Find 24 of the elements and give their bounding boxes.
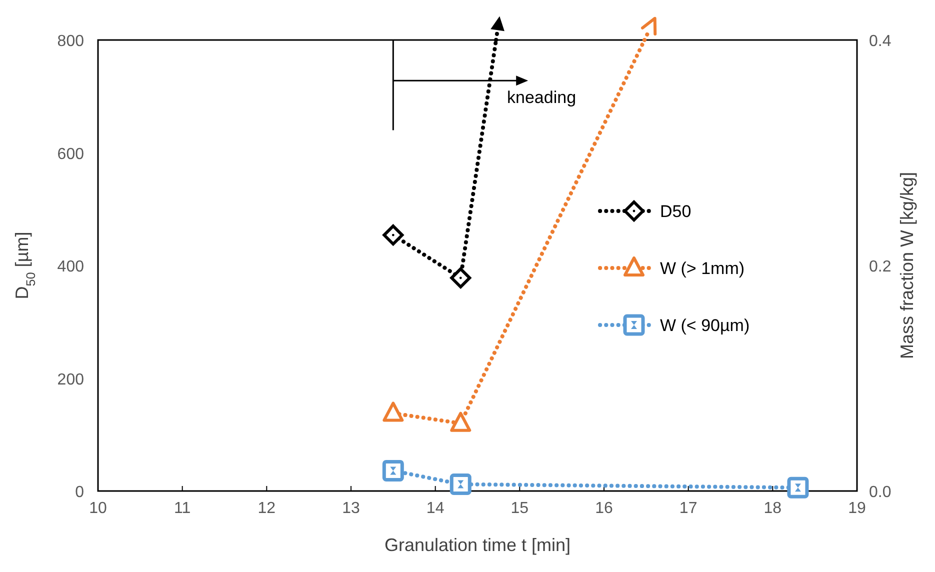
x-axis-title: Granulation time t [min]	[384, 535, 571, 555]
x-tick-label: 13	[342, 500, 360, 517]
y-tick-label: 600	[57, 146, 84, 163]
x-tick-label: 16	[595, 500, 613, 517]
annotation: kneading	[507, 88, 576, 108]
x-tick-label: 19	[848, 500, 866, 517]
y2-axis-title: Mass fraction W [kg/kg]	[897, 172, 917, 360]
x-tick-label: 11	[174, 500, 191, 517]
x-tick-label: 15	[510, 500, 529, 517]
x-tick-label: 17	[679, 500, 698, 517]
legend-label: W (> 1mm)	[660, 259, 745, 278]
x-tick-label: 18	[764, 500, 782, 517]
x-tick-label: 14	[426, 500, 444, 517]
legend-label: D50	[660, 202, 692, 221]
x-tick-label: 10	[89, 500, 107, 517]
y-tick-label: 800	[57, 33, 84, 50]
y2-tick-label: 0.4	[869, 33, 892, 50]
y-tick-label: 400	[57, 258, 84, 276]
legend-label: W (< 90µm)	[660, 316, 750, 335]
x-tick-label: 12	[258, 500, 276, 517]
y2-tick-label: 0.0	[869, 484, 892, 501]
y-tick-label: 0	[75, 484, 84, 501]
y2-tick-label: 0.2	[869, 258, 892, 276]
y-tick-label: 200	[57, 371, 84, 388]
